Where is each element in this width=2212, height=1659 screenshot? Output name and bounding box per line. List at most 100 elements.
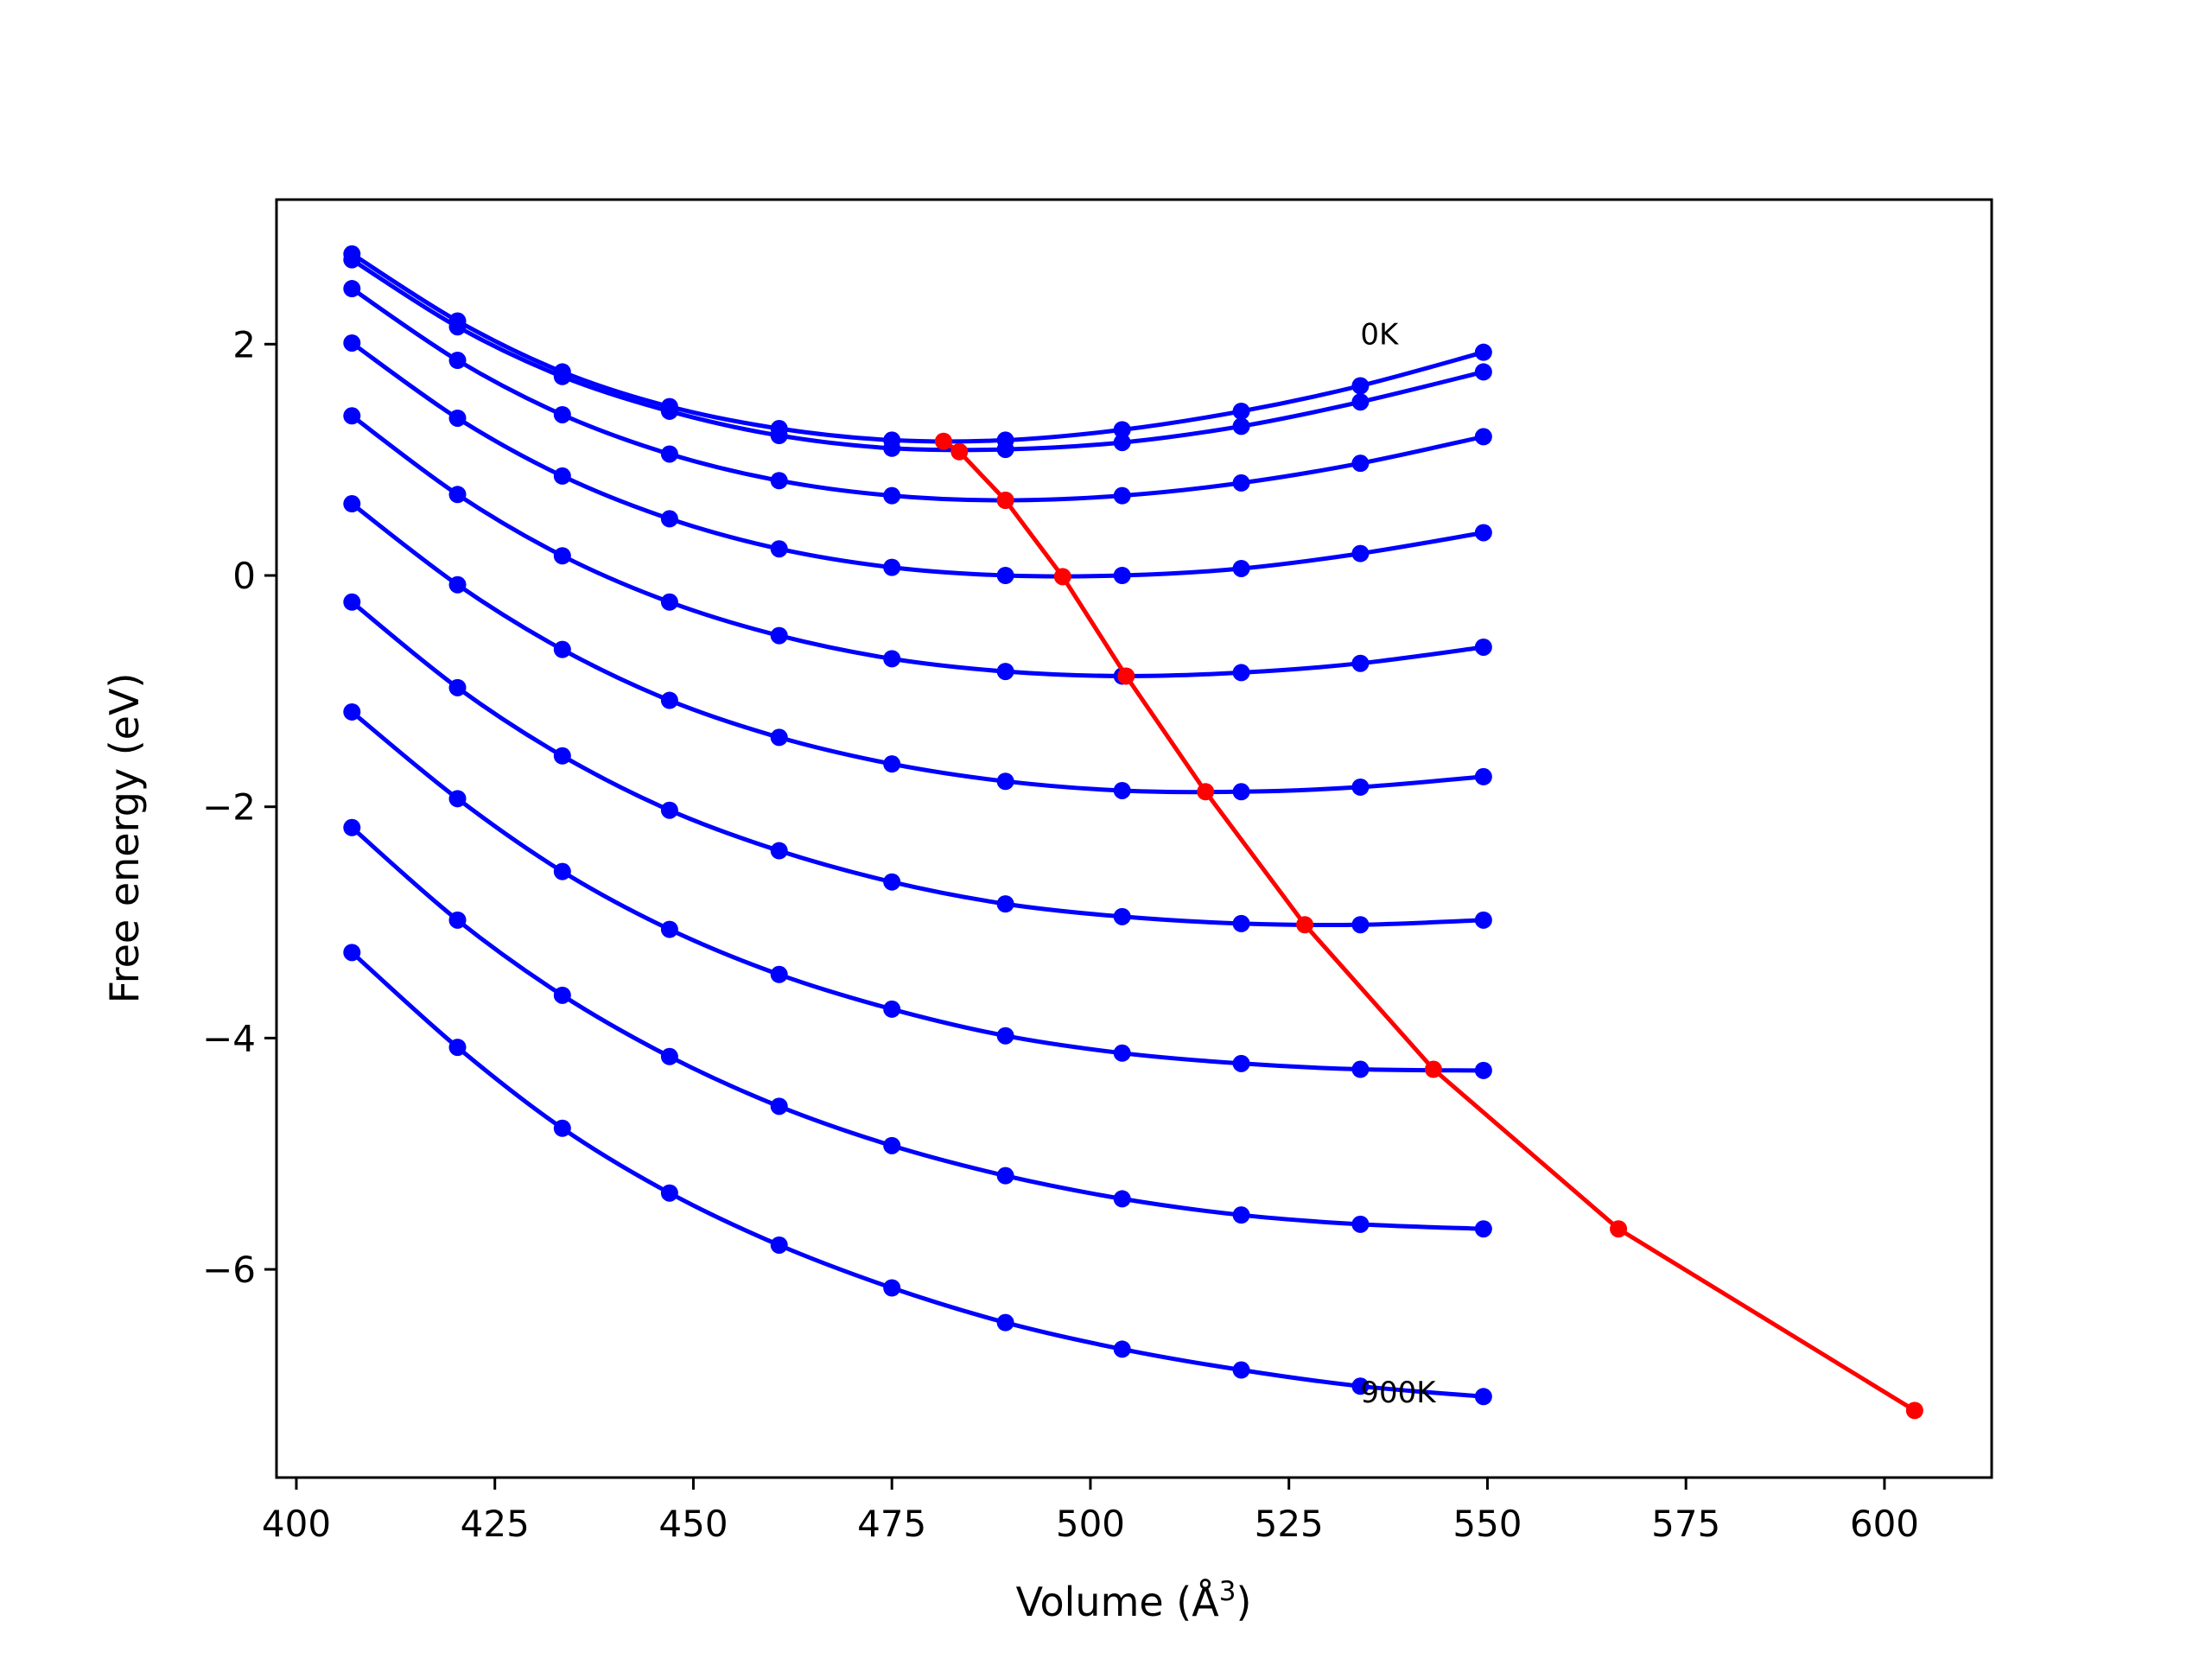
data-point	[996, 772, 1014, 791]
data-point	[770, 842, 788, 860]
x-tick-label: 450	[658, 1503, 728, 1545]
data-point	[996, 1027, 1014, 1045]
y-tick-label: −6	[202, 1249, 256, 1291]
data-point	[1474, 1388, 1492, 1406]
data-point	[1232, 1361, 1250, 1379]
data-point	[1474, 767, 1492, 785]
data-point	[660, 593, 678, 611]
data-point	[343, 944, 361, 962]
data-point	[1232, 417, 1250, 435]
equilibrium-point	[934, 432, 952, 450]
data-point	[660, 1184, 678, 1202]
x-tick-label: 425	[461, 1503, 530, 1545]
data-point	[770, 965, 788, 983]
data-point	[1232, 559, 1250, 577]
data-point	[996, 441, 1014, 459]
data-point	[770, 1097, 788, 1116]
x-tick-label: 550	[1452, 1503, 1522, 1545]
data-point	[1113, 1340, 1131, 1358]
data-point	[1474, 343, 1492, 361]
data-point	[1474, 638, 1492, 656]
data-point	[883, 1279, 901, 1297]
data-point	[448, 318, 467, 336]
data-point	[448, 1039, 467, 1057]
temperature-annotation: 0K	[1360, 317, 1400, 352]
data-point	[1351, 1215, 1370, 1233]
data-point	[1232, 474, 1250, 492]
data-point	[1351, 544, 1370, 563]
data-point	[1232, 1206, 1250, 1224]
data-point	[1351, 377, 1370, 395]
x-tick-label: 400	[262, 1503, 331, 1545]
data-point	[883, 439, 901, 457]
data-point	[448, 575, 467, 594]
temperature-curve-5	[343, 495, 1492, 801]
temperature-curve-3	[343, 334, 1492, 584]
x-tick-label: 475	[857, 1503, 926, 1545]
data-point	[1113, 1190, 1131, 1208]
data-point	[343, 818, 361, 836]
data-point	[1113, 567, 1131, 584]
y-tick-label: −4	[202, 1017, 256, 1059]
data-point	[1232, 402, 1250, 420]
data-point	[883, 558, 901, 576]
data-point	[1351, 916, 1370, 934]
data-point	[996, 1166, 1014, 1185]
data-point	[1474, 911, 1492, 929]
data-point	[343, 334, 361, 352]
equilibrium-point	[1610, 1220, 1628, 1238]
data-point	[553, 405, 571, 423]
data-point	[883, 755, 901, 773]
data-point	[1232, 664, 1250, 682]
data-point	[1113, 434, 1131, 452]
data-point	[553, 367, 571, 385]
data-point	[770, 472, 788, 490]
y-tick-label: −2	[202, 786, 256, 829]
temperature-curve-9	[343, 944, 1492, 1406]
data-point	[660, 691, 678, 709]
data-point	[1474, 428, 1492, 446]
x-axis-ticks: 400 425 450 475 500 525 550 575 600	[262, 1478, 1919, 1545]
temperature-curve-4	[343, 407, 1492, 685]
data-point	[448, 352, 467, 370]
data-point	[883, 650, 901, 668]
temperature-curve-6	[343, 593, 1492, 934]
data-point	[1113, 907, 1131, 925]
temperature-curve-8	[343, 818, 1492, 1238]
data-point	[1351, 778, 1370, 796]
data-point	[1113, 781, 1131, 799]
data-point	[660, 510, 678, 528]
data-point	[553, 640, 571, 658]
equilibrium-point	[1053, 568, 1071, 586]
data-point	[448, 486, 467, 504]
data-point	[343, 495, 361, 513]
data-point	[660, 920, 678, 938]
data-point	[660, 445, 678, 463]
data-point	[343, 280, 361, 298]
equilibrium-point	[1424, 1060, 1442, 1078]
data-point	[1113, 486, 1131, 505]
data-point	[660, 801, 678, 819]
data-point	[1474, 363, 1492, 381]
data-point	[553, 986, 571, 1004]
data-point	[448, 911, 467, 929]
data-point	[1474, 1220, 1492, 1238]
equilibrium-point	[950, 442, 969, 461]
data-point	[996, 663, 1014, 681]
y-axis-ticks: 2 0 −2 −4 −6	[202, 323, 276, 1291]
data-point	[996, 895, 1014, 913]
data-point	[770, 427, 788, 445]
axes-frame	[275, 198, 1993, 1479]
y-tick-label: 0	[232, 555, 256, 597]
data-point	[448, 790, 467, 808]
data-point	[1351, 1377, 1370, 1395]
x-tick-label: 500	[1056, 1503, 1125, 1545]
data-point	[883, 1136, 901, 1154]
temperature-curve-1	[343, 251, 1492, 459]
data-point	[553, 547, 571, 565]
data-point	[770, 728, 788, 747]
data-point	[1351, 654, 1370, 672]
data-point	[770, 1236, 788, 1254]
data-point	[883, 1000, 901, 1018]
